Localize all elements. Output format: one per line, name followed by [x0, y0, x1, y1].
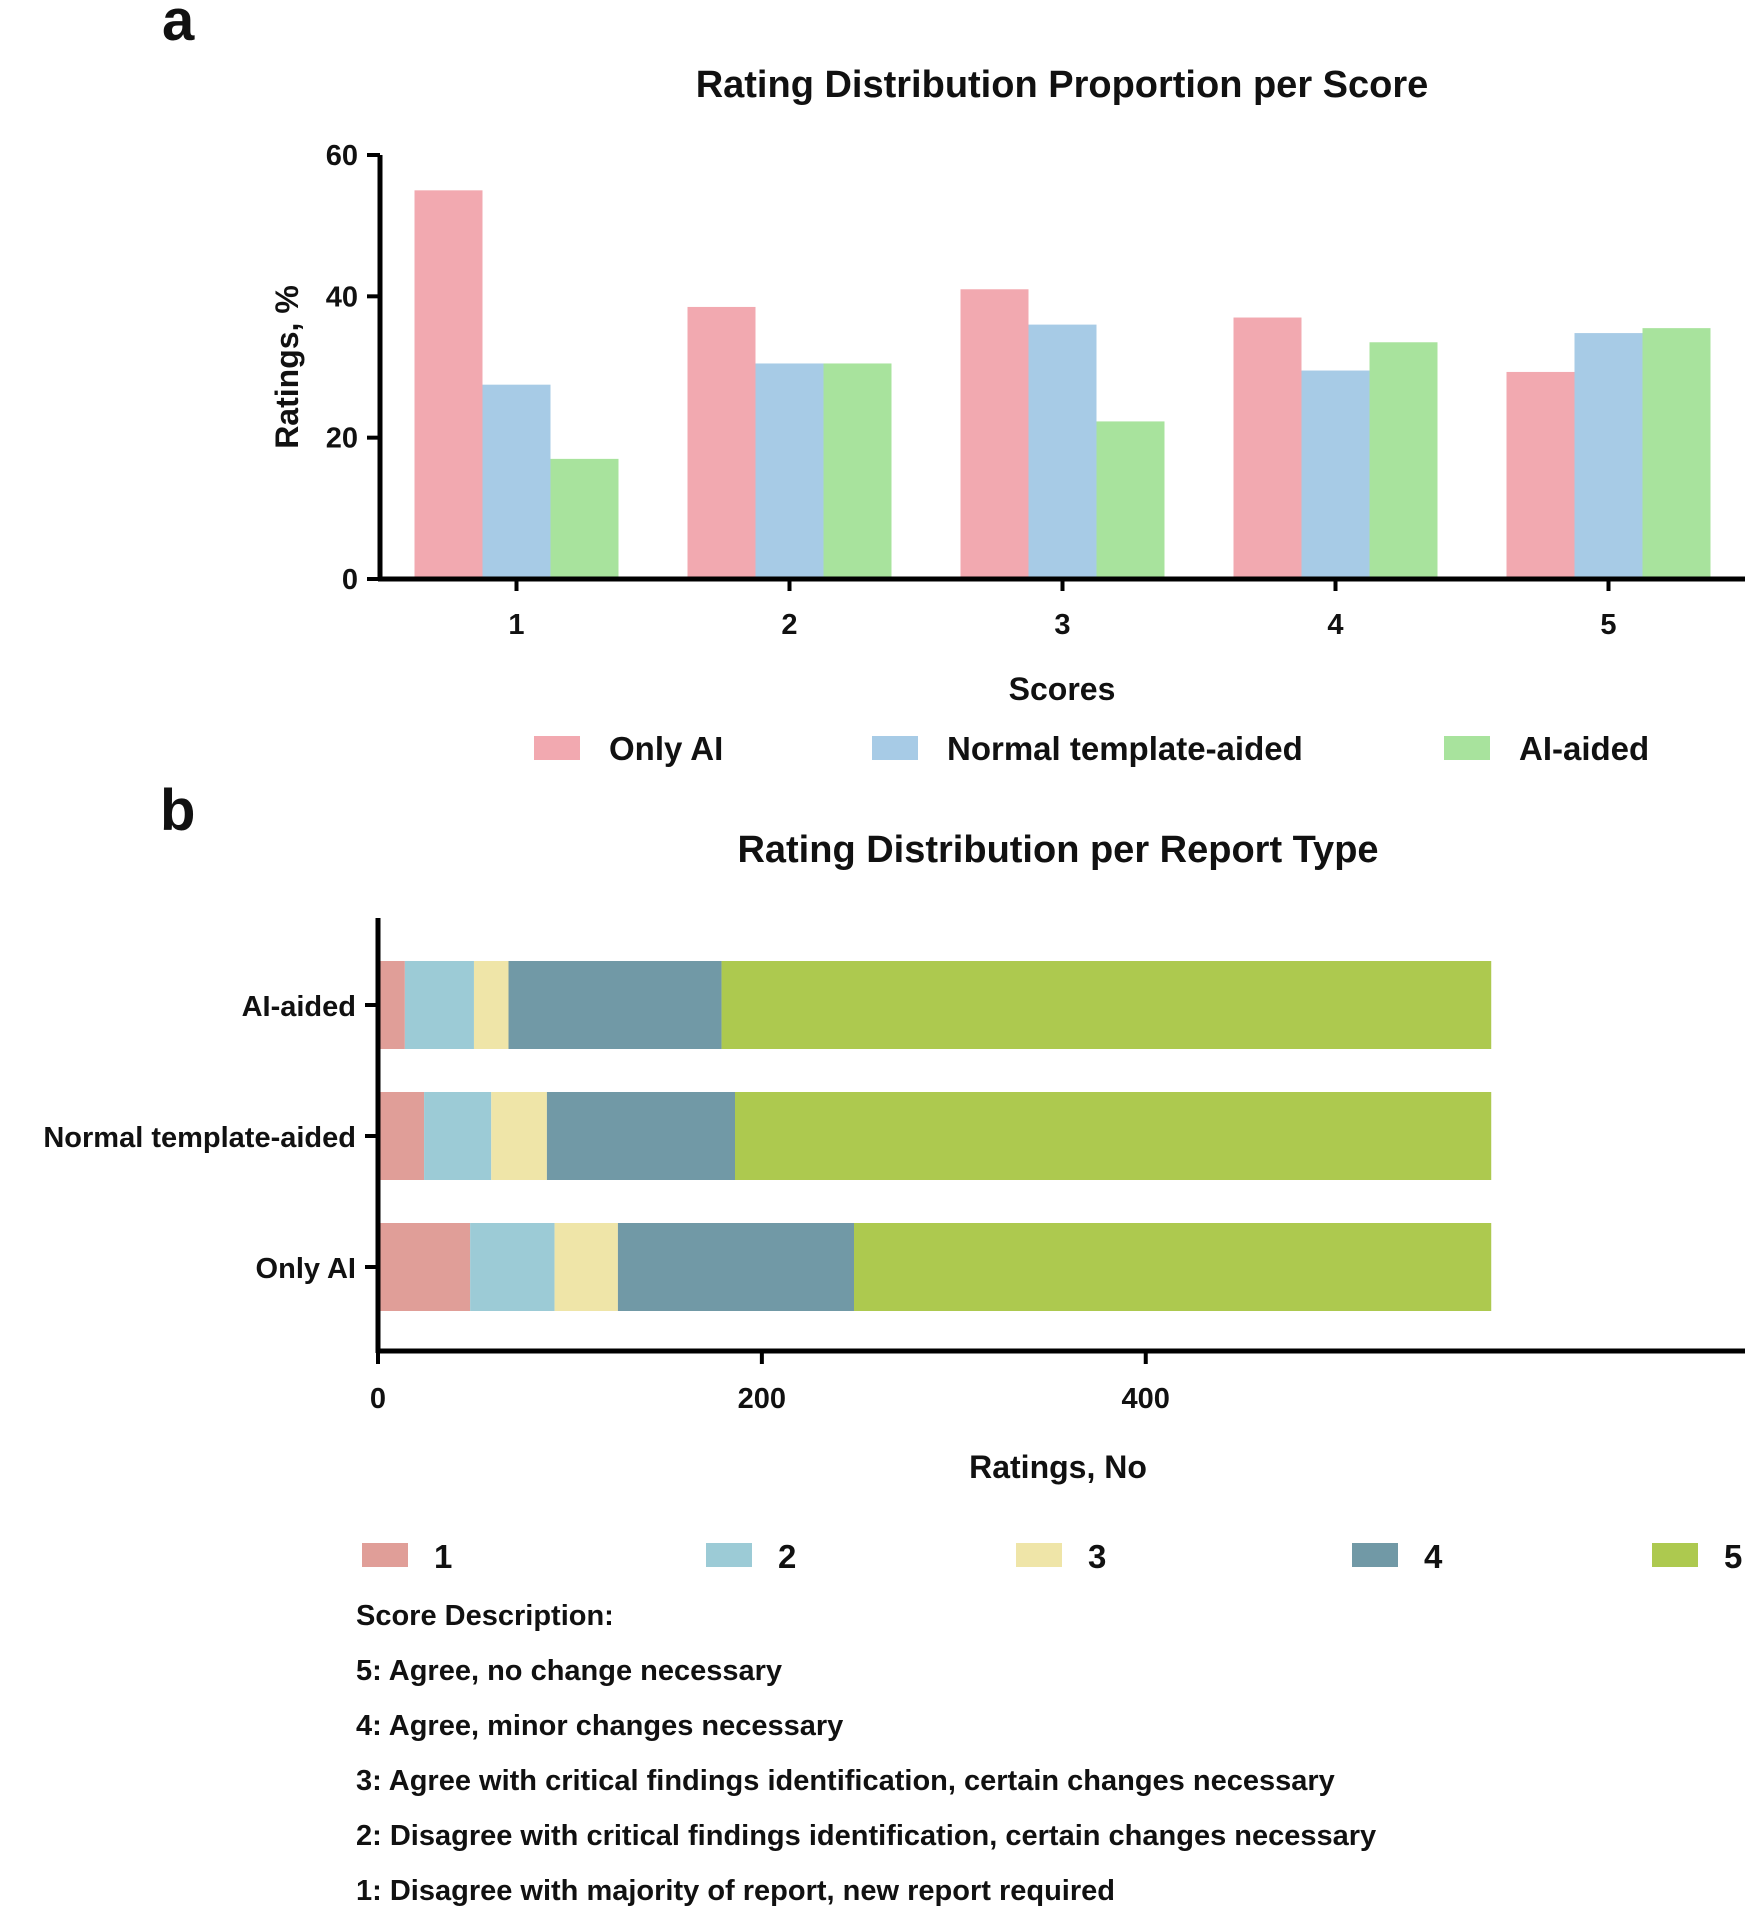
- score-description-2: 2: Disagree with critical findings ident…: [356, 1820, 1376, 1852]
- score-description-3: 3: Agree with critical findings identifi…: [356, 1765, 1335, 1797]
- y-tick-label-normal-template-aided: Normal template-aided: [43, 1122, 356, 1154]
- bar-normal-template-aided-score-5: [735, 1092, 1492, 1180]
- y-tick-label: 20: [326, 423, 358, 455]
- x-tick-label: 4: [1327, 609, 1343, 641]
- x-tick-label: 0: [370, 1383, 386, 1415]
- legend-swatch-only-ai: [534, 736, 580, 760]
- y-tick-label: 60: [326, 140, 358, 172]
- legend-swatch-4: [1352, 1543, 1398, 1567]
- bar-only-ai-score-3: [960, 289, 1029, 579]
- panel-a-letter: a: [162, 0, 195, 53]
- bar-normal-template-aided-score-1: [378, 1092, 425, 1180]
- bar-normal-template-aided-score-3: [491, 1092, 547, 1180]
- legend-swatch-ai-aided: [1444, 736, 1490, 760]
- x-tick-label: 2: [781, 609, 797, 641]
- bar-only-ai-score-3: [554, 1223, 618, 1311]
- x-tick-label: 1: [508, 609, 524, 641]
- legend-swatch-5: [1652, 1543, 1698, 1567]
- bar-only-ai-score-1: [414, 190, 483, 580]
- bar-ai-aided-score-3: [1096, 421, 1165, 579]
- chart-a: 1 2 3 4 5 0 20 40 60 Scores Ratings, % Only AI Norma…: [269, 140, 1745, 767]
- x-tick-label: 5: [1600, 609, 1616, 641]
- y-tick-label: 40: [326, 281, 358, 313]
- bar-normal-template-aided-score-2: [755, 363, 824, 579]
- bar-ai-aided-score-3: [473, 961, 509, 1049]
- legend-label-only-ai: Only AI: [609, 730, 723, 767]
- bar-only-ai-score-4: [1233, 317, 1302, 579]
- bar-normal-template-aided-score-3: [1028, 324, 1097, 579]
- bar-normal-template-aided-score-5: [1574, 333, 1643, 579]
- legend-label-4: 4: [1424, 1538, 1443, 1575]
- legend-label-1: 1: [434, 1538, 452, 1575]
- bar-normal-template-aided-score-4: [546, 1092, 735, 1180]
- score-description-5: 5: Agree, no change necessary: [356, 1655, 782, 1687]
- legend-label-3: 3: [1088, 1538, 1106, 1575]
- y-tick-label-ai-aided: AI-aided: [242, 991, 356, 1023]
- legend-swatch-normal-template-aided: [872, 736, 918, 760]
- y-tick-label-only-ai: Only AI: [256, 1253, 356, 1285]
- legend-swatch-3: [1016, 1543, 1062, 1567]
- legend-label-5: 5: [1724, 1538, 1742, 1575]
- legend-label-normal-template-aided: Normal template-aided: [947, 730, 1303, 767]
- legend-label-ai-aided: AI-aided: [1519, 730, 1649, 767]
- bar-only-ai-score-2: [687, 306, 756, 579]
- panel-b-letter: b: [160, 778, 195, 843]
- bar-ai-aided-score-2: [823, 363, 892, 579]
- chart-b: AI-aided Normal template-aided Only AI 0 200…: [43, 918, 1745, 1575]
- bar-only-ai-score-5: [854, 1223, 1492, 1311]
- bar-only-ai-score-2: [470, 1223, 555, 1311]
- bar-ai-aided-score-4: [1369, 342, 1438, 579]
- score-description-4: 4: Agree, minor changes necessary: [356, 1710, 843, 1742]
- x-axis-label: Ratings, No: [969, 1449, 1147, 1485]
- x-tick-label: 200: [738, 1383, 786, 1415]
- x-tick-label: 3: [1054, 609, 1070, 641]
- legend-swatch-2: [706, 1543, 752, 1567]
- bar-only-ai-score-1: [378, 1223, 471, 1311]
- bar-normal-template-aided-score-2: [424, 1092, 492, 1180]
- bar-normal-template-aided-score-4: [1301, 370, 1370, 579]
- bar-ai-aided-score-1: [378, 961, 405, 1049]
- chart-b-title: Rating Distribution per Report Type: [737, 829, 1378, 871]
- score-description-title: Score Description:: [356, 1600, 614, 1632]
- bar-only-ai-score-4: [617, 1223, 854, 1311]
- x-axis-label: Scores: [1009, 671, 1116, 707]
- bar-only-ai-score-5: [1506, 371, 1575, 579]
- bar-ai-aided-score-2: [404, 961, 474, 1049]
- legend-label-2: 2: [778, 1538, 796, 1575]
- score-description-1: 1: Disagree with majority of report, new…: [356, 1875, 1115, 1907]
- chart-a-title: Rating Distribution Proportion per Score: [696, 64, 1429, 106]
- bar-ai-aided-score-1: [550, 458, 619, 579]
- bar-normal-template-aided-score-1: [482, 384, 551, 579]
- legend-swatch-1: [362, 1543, 408, 1567]
- y-tick-label: 0: [342, 564, 358, 596]
- x-tick-label: 400: [1122, 1383, 1170, 1415]
- bar-ai-aided-score-5: [1642, 328, 1711, 579]
- y-axis-label: Ratings, %: [269, 285, 305, 449]
- bar-ai-aided-score-4: [508, 961, 722, 1049]
- bar-ai-aided-score-5: [721, 961, 1492, 1049]
